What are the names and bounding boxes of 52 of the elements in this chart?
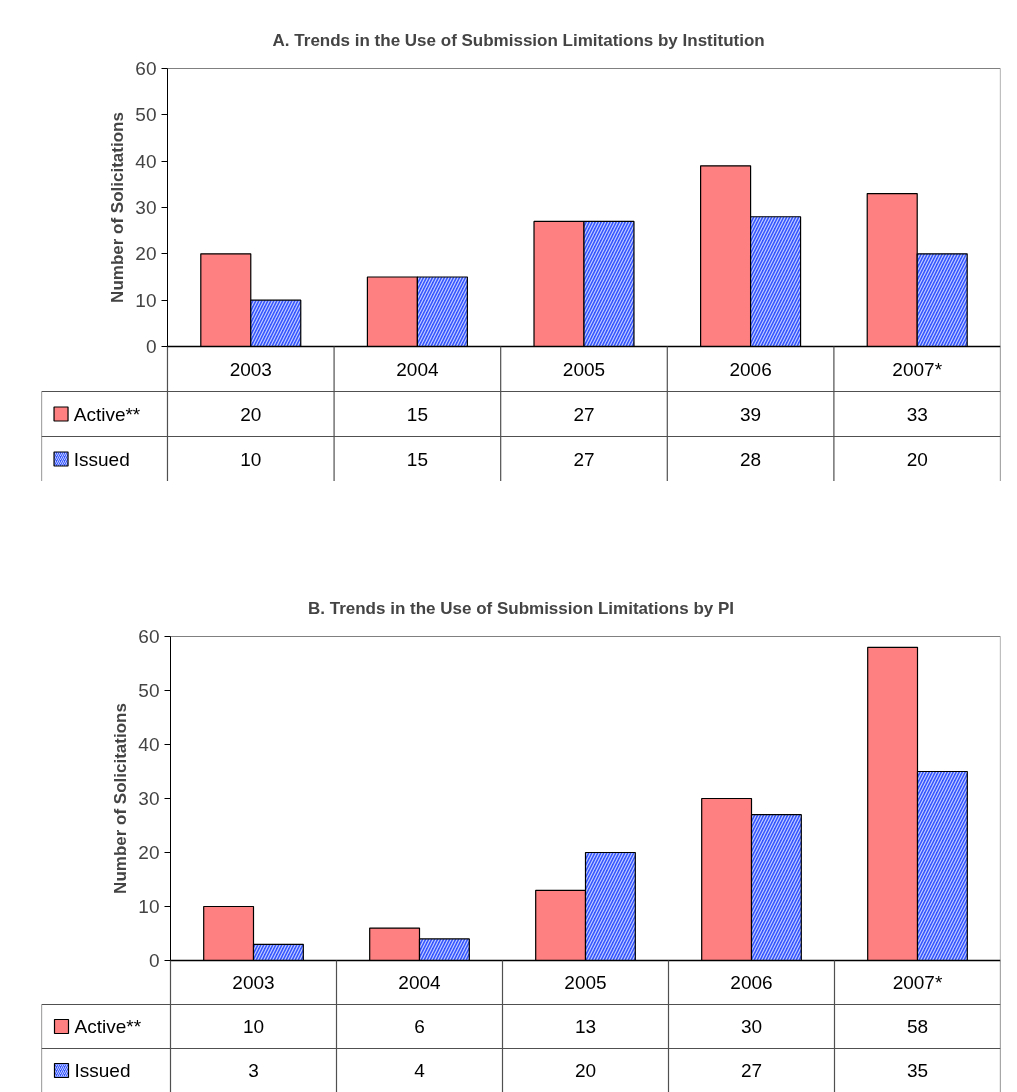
data-label: 6 bbox=[414, 1016, 425, 1037]
x-tick-label: 2007* bbox=[892, 972, 943, 993]
x-tick-label: 2007* bbox=[892, 358, 943, 380]
y-tick-label: 40 bbox=[135, 150, 157, 172]
y-tick-label: 30 bbox=[135, 197, 157, 218]
x-tick-label: 2004 bbox=[398, 972, 442, 993]
data-label: 4 bbox=[414, 1060, 426, 1081]
chart-title: A. Trends in the Use of Submission Limitations by Institution bbox=[272, 30, 765, 50]
data-label: 39 bbox=[740, 403, 762, 425]
y-tick-label: 50 bbox=[138, 680, 160, 701]
data-label: 3 bbox=[248, 1060, 259, 1081]
data-label: 27 bbox=[573, 403, 595, 425]
chart-title: B. Trends in the Use of Submission Limitations by PI bbox=[308, 598, 735, 618]
x-tick-label: 2005 bbox=[564, 972, 607, 993]
y-tick-label: 0 bbox=[145, 336, 157, 357]
y-tick-label: 50 bbox=[135, 104, 157, 126]
data-label: 30 bbox=[740, 1016, 763, 1037]
x-tick-label: 2006 bbox=[729, 358, 772, 380]
data-label: 35 bbox=[906, 1060, 929, 1081]
x-tick-label: 2004 bbox=[396, 358, 439, 380]
y-tick-label: 40 bbox=[138, 734, 160, 755]
y-tick-label: 30 bbox=[138, 788, 160, 809]
y-tick-label: 60 bbox=[135, 58, 157, 79]
legend-label: Issued bbox=[74, 1060, 131, 1081]
y-axis-title: Number of Solicitations bbox=[108, 112, 128, 303]
legend-label: Active** bbox=[73, 403, 141, 425]
data-label: 33 bbox=[906, 403, 928, 425]
data-label: 20 bbox=[574, 1060, 597, 1081]
y-tick-label: 10 bbox=[138, 896, 160, 917]
y-tick-label: 60 bbox=[138, 626, 160, 647]
data-label: 10 bbox=[242, 1016, 265, 1037]
y-tick-label: 10 bbox=[135, 289, 157, 311]
legend-label: Active** bbox=[74, 1016, 142, 1037]
y-tick-label: 20 bbox=[135, 243, 157, 265]
data-label: 13 bbox=[574, 1016, 597, 1037]
data-label: 28 bbox=[740, 448, 762, 470]
data-label: 15 bbox=[406, 448, 428, 470]
data-label: 10 bbox=[240, 448, 262, 470]
data-label: 58 bbox=[906, 1016, 929, 1037]
data-label: 27 bbox=[573, 448, 595, 470]
data-label: 20 bbox=[240, 403, 262, 425]
x-tick-label: 2003 bbox=[232, 972, 275, 993]
x-tick-label: 2003 bbox=[229, 358, 272, 380]
data-label: 27 bbox=[740, 1060, 763, 1081]
data-label: 20 bbox=[906, 448, 928, 470]
y-tick-label: 0 bbox=[148, 950, 160, 971]
legend-label: Issued bbox=[73, 448, 130, 470]
y-axis-title: Number of Solicitations bbox=[111, 703, 131, 894]
y-tick-label: 20 bbox=[138, 842, 160, 863]
data-label: 15 bbox=[406, 403, 428, 425]
x-tick-label: 2006 bbox=[730, 972, 773, 993]
x-tick-label: 2005 bbox=[562, 358, 606, 380]
